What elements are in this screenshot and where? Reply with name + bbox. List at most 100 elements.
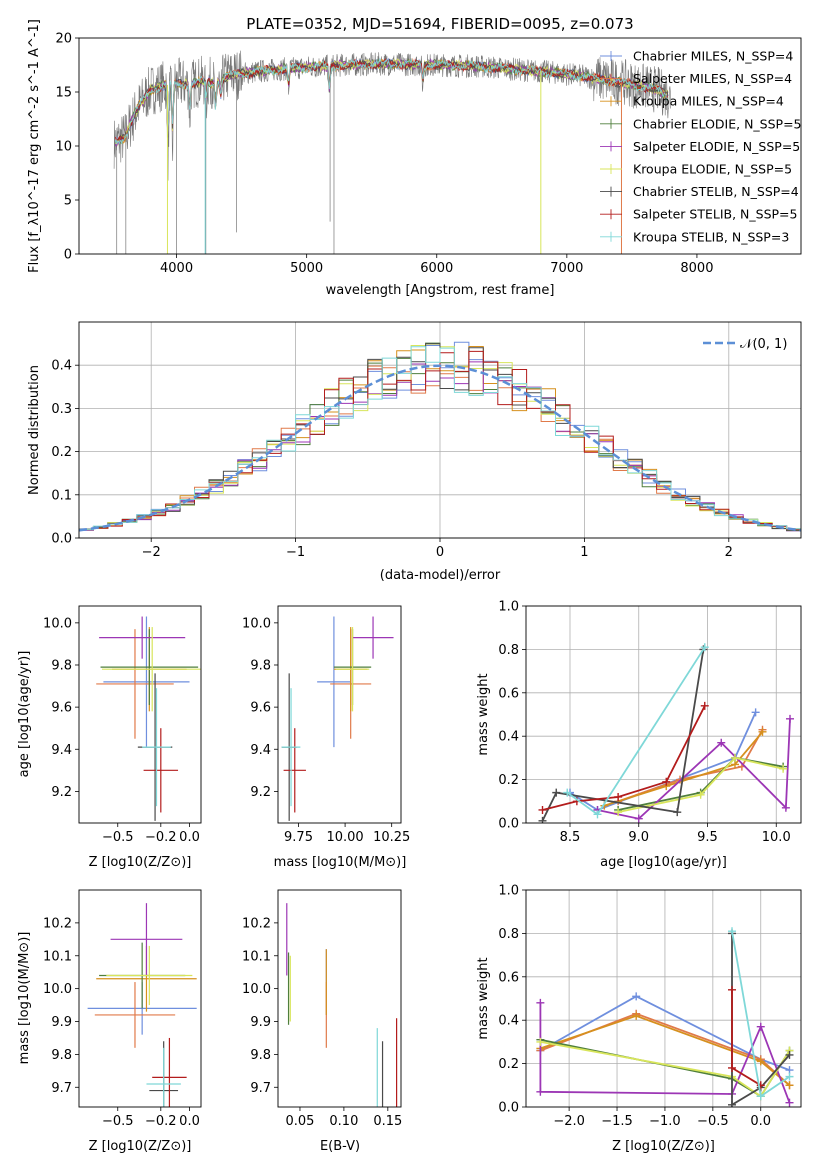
- y-tick-label: 0.0: [498, 1101, 519, 1116]
- plot-frame: [277, 605, 402, 824]
- y-axis-label: age [log10(age/yr)]: [17, 651, 32, 778]
- y-tick-label: 10.0: [43, 616, 72, 631]
- mass-weight-marker: [731, 753, 739, 762]
- y-tick-label: 10: [55, 140, 72, 155]
- clip-mwage-area: [538, 643, 794, 823]
- mass-weight-marker: [700, 643, 709, 652]
- legend-item: Salpeter ELODIE, N_SSP=5: [633, 139, 800, 154]
- x-tick-label: 4000: [160, 261, 193, 276]
- mass-weight-marker: [614, 808, 623, 817]
- x-tick-label: −1: [286, 545, 305, 560]
- x-tick-label: 10.25: [373, 830, 410, 845]
- clip-spec-area: [113, 50, 671, 254]
- x-axis-label: Z [log10(Z/Z⊙)]: [89, 855, 192, 870]
- y-tick-label: 0.4: [498, 1014, 519, 1029]
- y-tick-label: 9.6: [250, 701, 271, 716]
- mass-weight-line: [617, 729, 764, 803]
- y-tick-label: 9.9: [51, 1015, 72, 1030]
- y-tick-label: 10.1: [43, 949, 72, 964]
- x-tick-label: −0.5: [697, 1114, 729, 1129]
- y-tick-label: 10.0: [242, 616, 271, 631]
- mass-weight-marker: [538, 816, 547, 823]
- x-tick-label: −0.2: [145, 830, 177, 845]
- plot-frame: [78, 321, 802, 539]
- clip-agem-area: [281, 616, 394, 821]
- y-tick-label: 0.8: [498, 643, 519, 658]
- mass-weight-marker: [563, 788, 572, 797]
- plot-frame: [78, 605, 202, 824]
- x-tick-label: 10.00: [326, 830, 363, 845]
- mass-weight-marker: [536, 998, 545, 1007]
- x-tick-label: 7000: [550, 261, 583, 276]
- y-tick-label: 0.1: [51, 488, 72, 503]
- y-tick-label: 9.8: [250, 1048, 271, 1063]
- mass-weight-marker: [785, 1081, 794, 1090]
- mass-weight-marker: [673, 808, 682, 817]
- mass-weight-marker: [781, 803, 790, 812]
- legend-item: Salpeter MILES, N_SSP=4: [633, 71, 792, 86]
- mass-weight-line: [540, 1041, 791, 1098]
- plot-frame: [78, 889, 202, 1108]
- mass-weight-marker: [785, 1050, 794, 1059]
- clip-agez-area: [96, 616, 201, 821]
- legend-item: Kroupa STELIB, N_SSP=3: [633, 229, 789, 244]
- mass-weight-marker: [632, 1011, 641, 1020]
- plot-frame: [277, 889, 402, 1108]
- mass-weight-marker: [751, 708, 760, 717]
- x-axis-label: (data-model)/error: [380, 568, 501, 583]
- mass-weight-marker: [786, 714, 794, 723]
- y-tick-label: 1.0: [498, 600, 519, 615]
- x-tick-label: 0.0: [750, 1114, 771, 1129]
- mass-weight-marker: [634, 814, 643, 823]
- y-tick-label: 0.2: [498, 773, 519, 788]
- normal-reference-curve: [79, 364, 801, 532]
- y-tick-label: 9.6: [51, 701, 72, 716]
- x-axis-label: Z [log10(Z/Z⊙)]: [89, 1139, 192, 1154]
- mass-weight-marker: [700, 701, 709, 710]
- y-tick-label: 9.4: [51, 743, 72, 758]
- y-tick-label: 10.2: [43, 916, 72, 931]
- y-tick-label: 10.0: [242, 982, 271, 997]
- x-tick-label: 9.75: [284, 830, 313, 845]
- x-tick-label: 8000: [680, 261, 713, 276]
- model-spectrum: [114, 58, 669, 142]
- x-tick-label: 0.0: [179, 830, 200, 845]
- y-tick-label: 9.7: [250, 1081, 271, 1096]
- x-tick-label: 0.0: [179, 1114, 200, 1129]
- x-tick-label: 0.05: [285, 1114, 314, 1129]
- x-tick-label: 0: [436, 545, 444, 560]
- y-tick-label: 0.6: [498, 970, 519, 985]
- y-axis-label: Normed distribution: [27, 365, 42, 495]
- mass-weight-line: [604, 731, 764, 807]
- y-tick-label: 9.7: [51, 1081, 72, 1096]
- legend-item: 𝒩(0, 1): [740, 337, 787, 352]
- mass-weight-marker: [536, 1037, 545, 1046]
- mass-weight-marker: [785, 1072, 794, 1081]
- mass-weight-marker: [728, 1063, 737, 1072]
- x-tick-label: 9.5: [697, 830, 718, 845]
- y-tick-label: 9.9: [250, 1015, 271, 1030]
- x-tick-label: 0.10: [329, 1114, 358, 1129]
- plot-frame: [78, 37, 802, 255]
- y-tick-label: 0.4: [51, 359, 72, 374]
- mass-weight-marker: [756, 1057, 765, 1066]
- mass-weight-marker: [632, 992, 641, 1001]
- mass-weight-marker: [696, 790, 705, 799]
- x-tick-label: 0.15: [373, 1114, 402, 1129]
- mass-weight-marker: [717, 738, 726, 747]
- mass-weight-marker: [538, 805, 547, 814]
- legend-item: Chabrier MILES, N_SSP=4: [633, 49, 793, 64]
- y-tick-label: 9.8: [250, 658, 271, 673]
- mass-weight-marker: [758, 727, 767, 736]
- mass-weight-marker: [536, 1087, 545, 1096]
- x-tick-label: −1.0: [649, 1114, 681, 1129]
- x-tick-label: 10.0: [762, 830, 791, 845]
- mass-weight-marker: [779, 764, 788, 773]
- y-tick-label: 0.2: [498, 1057, 519, 1072]
- legend-item: Chabrier ELODIE, N_SSP=5: [633, 116, 802, 131]
- y-tick-label: 5: [64, 194, 72, 209]
- x-tick-label: −0.2: [145, 1114, 177, 1129]
- y-tick-label: 9.2: [250, 785, 271, 800]
- legend-item: Salpeter STELIB, N_SSP=5: [633, 207, 797, 222]
- mass-weight-marker: [756, 1092, 765, 1101]
